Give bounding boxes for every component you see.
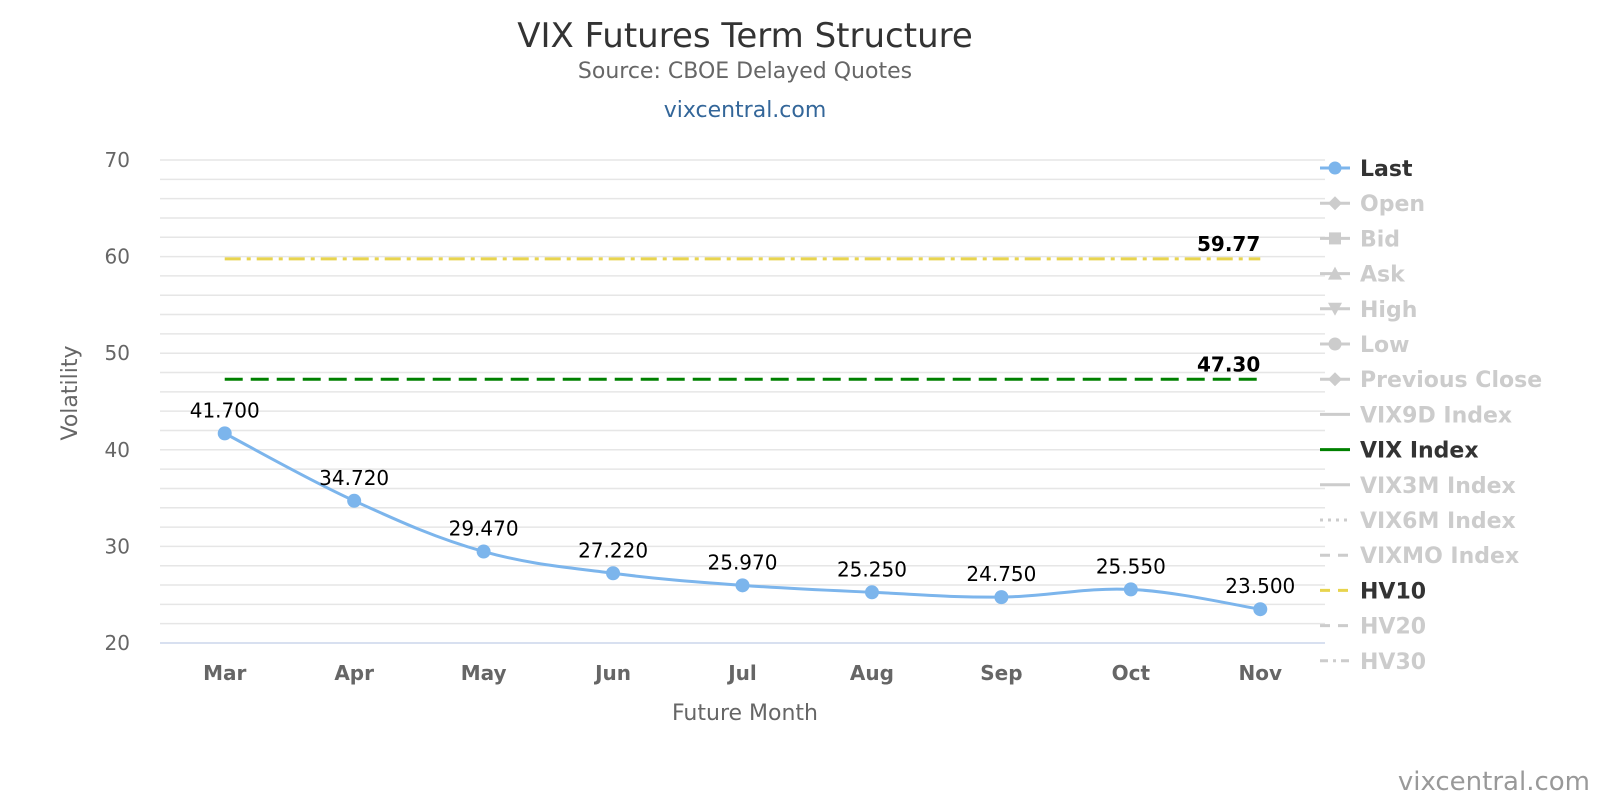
data-label: 41.700 <box>190 398 260 422</box>
legend-label: HV30 <box>1360 650 1426 675</box>
y-axis: 20 30 40 50 60 70 <box>105 148 130 655</box>
data-point[interactable] <box>476 544 491 559</box>
y-tick-label: 30 <box>105 534 130 558</box>
data-point[interactable] <box>606 566 621 581</box>
x-tick-label: Jun <box>593 661 631 685</box>
legend-item[interactable]: VIXMO Index <box>1320 544 1519 569</box>
y-tick-label: 40 <box>105 438 130 462</box>
chart-title: VIX Futures Term Structure <box>517 16 973 56</box>
legend: Last Open Bid Ask High Low Previous Close VIX9D… <box>1320 157 1542 675</box>
legend-symbol-triangle <box>1328 266 1342 280</box>
data-label: 34.720 <box>319 466 389 490</box>
legend-item[interactable]: VIX6M Index <box>1320 509 1516 534</box>
data-label: 25.250 <box>837 557 907 581</box>
legend-item[interactable]: VIX9D Index <box>1320 403 1512 428</box>
data-point[interactable] <box>1123 582 1138 597</box>
legend-item[interactable]: VIX3M Index <box>1320 474 1516 499</box>
reference-lines: 47.30 59.77 <box>224 232 1261 381</box>
gridlines <box>160 159 1325 644</box>
legend-label: HV20 <box>1360 615 1426 640</box>
legend-item[interactable]: HV20 <box>1320 615 1426 640</box>
legend-symbol-circle <box>1328 337 1342 351</box>
legend-label: Bid <box>1360 227 1400 252</box>
legend-label: HV10 <box>1360 579 1426 604</box>
x-axis-title: Future Month <box>672 701 818 726</box>
legend-symbol-triangle-down <box>1328 302 1342 316</box>
reference-line-label: 47.30 <box>1197 352 1260 376</box>
legend-label: VIX9D Index <box>1360 403 1512 428</box>
data-point[interactable] <box>1253 602 1268 617</box>
site-link[interactable]: vixcentral.com <box>664 98 827 123</box>
y-tick-label: 60 <box>105 245 130 269</box>
x-tick-label: May <box>461 661 507 685</box>
data-point[interactable] <box>217 426 232 441</box>
data-point[interactable] <box>864 585 879 600</box>
legend-label: VIX3M Index <box>1360 474 1516 499</box>
legend-label: VIX6M Index <box>1360 509 1516 534</box>
x-tick-label: Jul <box>726 661 757 685</box>
legend-symbol-square <box>1329 232 1341 245</box>
data-label: 27.220 <box>578 538 648 562</box>
credits[interactable]: vixcentral.com <box>1398 767 1590 797</box>
data-label: 24.750 <box>966 562 1036 586</box>
legend-label: Ask <box>1360 263 1406 288</box>
y-tick-label: 50 <box>105 341 130 365</box>
reference-line-label: 59.77 <box>1197 232 1260 256</box>
legend-label: VIX Index <box>1360 439 1479 464</box>
data-point[interactable] <box>347 493 362 508</box>
data-label: 25.970 <box>708 550 778 574</box>
legend-item[interactable]: Bid <box>1320 227 1400 252</box>
x-tick-label: Nov <box>1239 661 1283 685</box>
data-label: 29.470 <box>449 517 519 541</box>
legend-label: High <box>1360 298 1417 323</box>
y-tick-label: 70 <box>105 148 130 172</box>
legend-label: Last <box>1360 157 1413 182</box>
data-label: 23.500 <box>1225 574 1295 598</box>
data-label: 25.550 <box>1096 554 1166 578</box>
legend-label: VIXMO Index <box>1360 544 1519 569</box>
data-point[interactable] <box>994 590 1009 605</box>
x-tick-label: Apr <box>334 661 374 685</box>
legend-item[interactable]: Low <box>1320 333 1409 358</box>
legend-item[interactable]: High <box>1320 298 1417 323</box>
legend-item[interactable]: HV30 <box>1320 650 1426 675</box>
legend-item[interactable]: Previous Close <box>1320 368 1542 393</box>
legend-symbol-diamond <box>1328 196 1342 211</box>
legend-item[interactable]: HV10 <box>1320 579 1426 604</box>
chart-subtitle: Source: CBOE Delayed Quotes <box>578 59 912 84</box>
legend-item[interactable]: Ask <box>1320 263 1406 288</box>
legend-item[interactable]: Open <box>1320 192 1425 217</box>
legend-label: Low <box>1360 333 1409 358</box>
legend-label: Previous Close <box>1360 368 1542 393</box>
x-tick-label: Mar <box>203 661 246 685</box>
data-point[interactable] <box>735 578 750 593</box>
x-axis: Mar Apr May Jun Jul Aug Sep Oct Nov <box>203 661 1282 685</box>
x-tick-label: Oct <box>1112 661 1151 685</box>
legend-symbol-diamond <box>1328 372 1342 387</box>
legend-item[interactable]: Last <box>1320 157 1413 182</box>
legend-item[interactable]: VIX Index <box>1320 439 1479 464</box>
series-last[interactable]: 41.700 34.720 29.470 27.220 25.970 25.250 24.7… <box>190 398 1296 617</box>
x-tick-label: Sep <box>980 661 1022 685</box>
legend-symbol-circle <box>1328 161 1342 175</box>
y-axis-title: Volatility <box>58 345 83 440</box>
x-tick-label: Aug <box>850 661 894 685</box>
y-tick-label: 20 <box>105 631 130 655</box>
legend-label: Open <box>1360 192 1425 217</box>
